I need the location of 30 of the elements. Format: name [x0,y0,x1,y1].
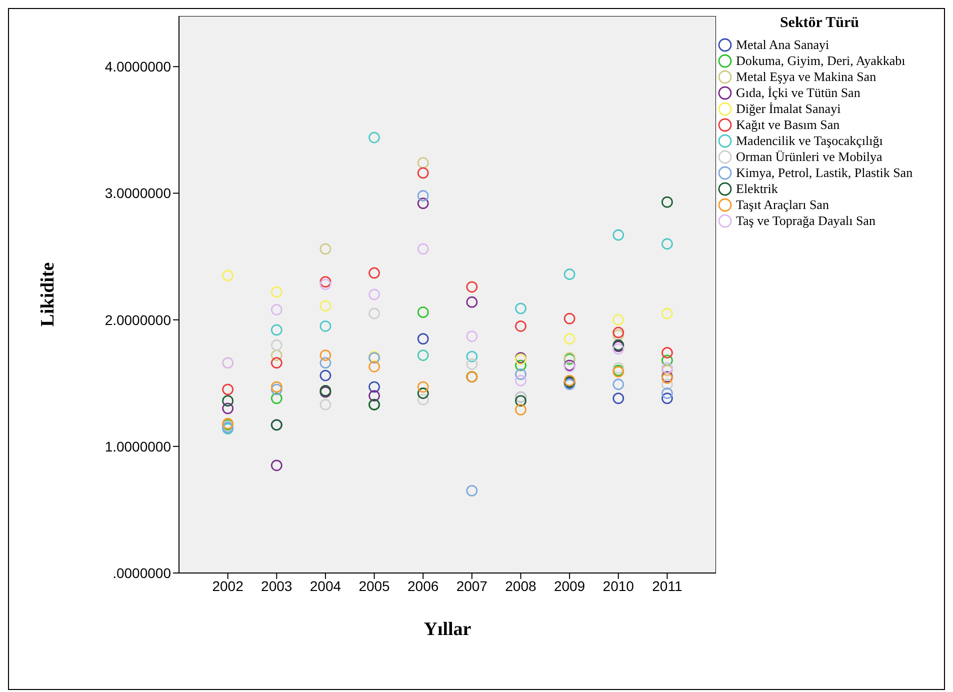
legend-label: Kağıt ve Basım San [736,117,840,132]
legend-label: Orman Ürünleri ve Mobilya [736,149,882,164]
y-axis-title: Likidite [38,262,59,327]
y-tick-label: 4.0000000 [104,58,172,75]
legend-label: Elektrik [736,181,778,196]
x-tick-label: 2006 [408,578,439,594]
legend-label: Kimya, Petrol, Lastik, Plastik San [736,165,913,180]
legend-label: Taşıt Araçları San [736,197,829,212]
legend-label: Taş ve Toprağa Dayalı San [736,213,876,228]
y-tick-label: 3.0000000 [104,185,172,202]
x-tick-label: 2008 [505,578,537,594]
legend-title: Sektör Türü [778,15,860,32]
x-tick-label: 2009 [554,578,586,594]
x-tick-label: 2011 [652,578,682,594]
y-tick-label: 1.0000000 [104,438,172,454]
legend-label: Dokuma, Giyim, Deri, Ayakkabı [736,53,906,68]
legend-label: Diğer İmalat Sanayi [736,101,841,116]
x-axis-title: Yıllar [424,619,472,640]
x-tick-label: 2004 [310,578,342,594]
x-tick-label: 2010 [602,578,634,594]
y-tick-label: 2.0000000 [104,312,172,328]
x-tick-label: 2007 [456,578,488,594]
y-tick-label: .0000000 [112,564,172,581]
legend-label: Madencilik ve Taşocakçılığı [736,133,883,148]
x-tick-label: 2005 [358,578,390,594]
x-tick-label: 2002 [212,578,244,594]
legend-label: Metal Ana Sanayi [736,37,830,52]
legend-label: Gıda, İçki ve Tütün San [736,85,860,100]
legend-label: Metal Eşya ve Makina San [736,69,876,84]
x-tick-label: 2003 [261,578,292,594]
